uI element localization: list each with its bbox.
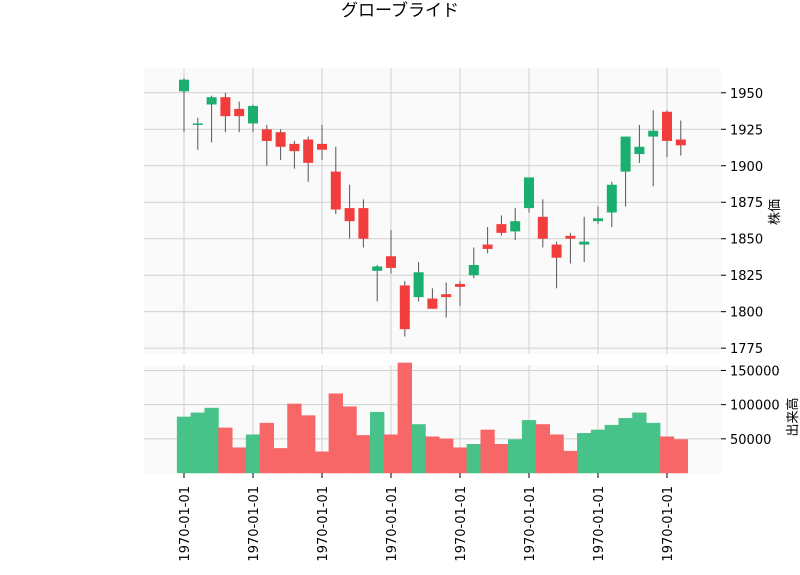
- candle-body-down: [441, 294, 452, 298]
- candle-body-down: [399, 285, 410, 330]
- volume-bar-down: [425, 436, 440, 474]
- x-tick-label: 1970-01-01: [247, 486, 262, 562]
- price-panel-background: [144, 68, 721, 354]
- price-y-tick-label: 1950: [730, 87, 763, 102]
- x-tick-label: 1970-01-01: [385, 486, 400, 562]
- volume-y-tick-label: 50000: [730, 433, 771, 448]
- price-y-tick-label: 1850: [730, 233, 763, 248]
- volume-bar-up: [245, 434, 261, 474]
- candle-body-up: [593, 218, 603, 222]
- price-y-tick-label: 1925: [730, 123, 763, 138]
- volume-bar-up: [646, 422, 661, 474]
- candle-body-down: [565, 235, 576, 239]
- volume-bar-up: [411, 424, 426, 474]
- volume-bar-up: [590, 429, 606, 474]
- candle-body-down: [455, 283, 465, 287]
- candle-body-down: [234, 108, 245, 117]
- volume-bar-down: [218, 427, 233, 474]
- volume-bar-up: [508, 439, 523, 474]
- x-tick-label: 1970-01-01: [316, 486, 331, 562]
- volume-bar-down: [232, 447, 247, 474]
- x-tick-label: 1970-01-01: [523, 486, 538, 562]
- volume-bar-down: [673, 439, 688, 474]
- candle-body-down: [427, 298, 438, 309]
- candle-body-down: [551, 244, 562, 258]
- candle-body-down: [386, 256, 396, 268]
- volume-bar-up: [466, 444, 481, 474]
- candle-body-down: [317, 143, 327, 150]
- candle-body-up: [606, 184, 617, 213]
- price-y-tick-label: 1900: [730, 160, 763, 175]
- candle-body-down: [289, 143, 300, 152]
- candle-body-down: [482, 244, 493, 249]
- candle-body-down: [537, 216, 548, 239]
- volume-bar-down: [535, 424, 550, 474]
- candle-body-up: [620, 136, 631, 172]
- x-tick-label: 1970-01-01: [178, 486, 193, 562]
- volume-bar-down: [563, 450, 578, 474]
- candle-body-up: [648, 130, 659, 137]
- price-y-tick-label: 1825: [730, 269, 763, 284]
- candle-body-down: [261, 129, 272, 141]
- volume-bar-down: [314, 451, 330, 474]
- candle-body-down: [303, 139, 314, 163]
- candle-body-up: [372, 266, 383, 271]
- candle-body-down: [675, 139, 686, 146]
- volume-bar-down: [328, 393, 343, 474]
- volume-bar-down: [287, 403, 302, 474]
- candle-body-up: [468, 264, 479, 276]
- candle-body-up: [510, 221, 521, 232]
- volume-y-tick-label: 100000: [730, 399, 780, 414]
- volume-bar-up: [176, 416, 192, 474]
- volume-bar-down: [480, 429, 495, 474]
- volume-bar-down: [494, 444, 509, 474]
- price-y-tick-label: 1875: [730, 196, 763, 211]
- candle-body-up: [413, 272, 424, 298]
- candle-body-up: [248, 105, 258, 124]
- volume-bar-up: [521, 420, 537, 474]
- candle-body-up: [579, 241, 590, 245]
- volume-bar-down: [356, 435, 371, 474]
- candle-body-up: [524, 177, 534, 209]
- volume-bar-down: [383, 434, 399, 474]
- candle-body-up: [206, 97, 217, 105]
- volume-bar-up: [618, 418, 633, 474]
- candle-body-down: [662, 111, 672, 141]
- volume-bar-down: [301, 415, 316, 474]
- volume-bar-down: [342, 406, 357, 474]
- candle-body-down: [220, 97, 231, 117]
- x-tick-label: 1970-01-01: [454, 486, 469, 562]
- candle-body-up: [179, 79, 189, 92]
- volume-bar-up: [190, 412, 205, 474]
- candle-body-down: [496, 224, 507, 233]
- x-tick-label: 1970-01-01: [592, 486, 607, 562]
- candle-body-up: [192, 123, 203, 125]
- candle-body-down: [344, 208, 355, 222]
- volume-bar-down: [452, 447, 468, 474]
- volume-bar-up: [604, 424, 619, 474]
- volume-bar-up: [370, 411, 385, 474]
- volume-axis-label: 出来高: [785, 397, 800, 436]
- candle-body-down: [358, 208, 369, 239]
- volume-bar-down: [397, 362, 412, 474]
- candle-body-down: [275, 132, 286, 147]
- volume-bar-up: [577, 433, 592, 474]
- volume-y-tick-label: 150000: [730, 364, 780, 379]
- volume-bar-up: [632, 412, 647, 474]
- volume-bar-down: [273, 448, 288, 474]
- volume-bar-down: [439, 438, 454, 474]
- candle-body-up: [634, 146, 645, 155]
- price-y-tick-label: 1800: [730, 306, 763, 321]
- volume-bar-down: [549, 434, 564, 474]
- price-y-tick-label: 1775: [730, 342, 763, 357]
- volume-bar-up: [204, 407, 219, 474]
- x-tick-label: 1970-01-01: [661, 486, 676, 562]
- volume-bar-down: [659, 436, 675, 474]
- candle-body-down: [330, 171, 341, 210]
- volume-bar-down: [259, 422, 274, 474]
- chart-title: グローブライド: [341, 0, 459, 21]
- price-axis-label: 株価: [768, 199, 783, 225]
